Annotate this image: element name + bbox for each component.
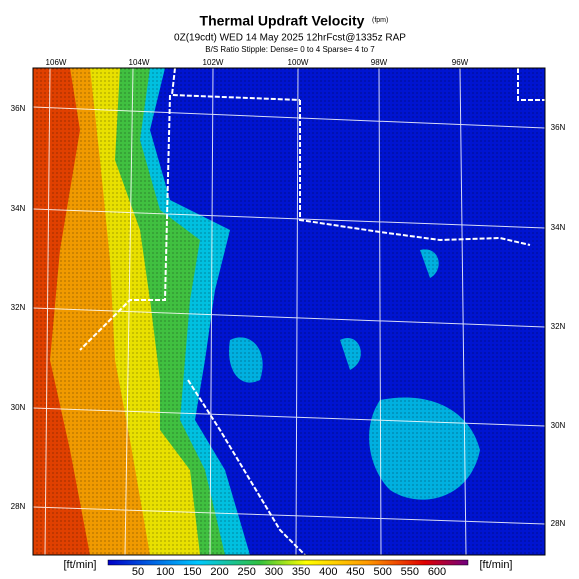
colorbar-tick-label: 250 xyxy=(238,566,256,578)
latitude-labels-left: 36N 34N 32N 30N 28N xyxy=(11,104,26,511)
latitude-labels-right: 36N 34N 32N 30N 28N xyxy=(551,123,566,528)
latitude-label: 34N xyxy=(551,223,566,232)
map-area xyxy=(33,68,545,555)
colorbar-tick-label: 400 xyxy=(319,566,337,578)
colorbar-tick-label: 600 xyxy=(428,566,446,578)
colorbar-tick-label: 50 xyxy=(132,566,144,578)
graticule xyxy=(33,68,545,555)
map-frame xyxy=(32,67,546,556)
stipple xyxy=(33,68,545,555)
latitude-label: 34N xyxy=(11,204,26,213)
latitude-label: 36N xyxy=(551,123,566,132)
longitude-labels: 106W 104W 102W 100W 98W 96W xyxy=(46,58,469,67)
latitude-label: 30N xyxy=(11,403,26,412)
longitude-label: 102W xyxy=(203,58,224,67)
subtitle: 0Z(19cdt) WED 14 May 2025 12hrFcst@1335z… xyxy=(174,33,406,44)
longitude-label: 100W xyxy=(288,58,309,67)
state-borders xyxy=(79,68,545,555)
colorbar-unit-right: [ft/min] xyxy=(479,559,512,571)
latitude-label: 28N xyxy=(11,502,26,511)
longitude-label: 106W xyxy=(46,58,67,67)
stipple-note: B/S Ratio Stipple: Dense= 0 to 4 Sparse=… xyxy=(205,45,375,54)
colorbar-tick-label: 450 xyxy=(346,566,364,578)
latitude-label: 36N xyxy=(11,104,26,113)
longitude-label: 96W xyxy=(452,58,469,67)
latitude-label: 32N xyxy=(11,303,26,312)
latitude-label: 28N xyxy=(551,519,566,528)
colorbar xyxy=(107,559,469,566)
title: Thermal Updraft Velocity xyxy=(200,13,365,29)
latitude-label: 32N xyxy=(551,322,566,331)
longitude-label: 98W xyxy=(371,58,388,67)
colorbar-tick-label: 550 xyxy=(401,566,419,578)
title-units: (fpm) xyxy=(372,17,388,24)
colorbar-tick-label: 350 xyxy=(292,566,310,578)
longitude-label: 104W xyxy=(129,58,150,67)
colorbar-tick-label: 150 xyxy=(183,566,201,578)
latitude-label: 30N xyxy=(551,421,566,430)
colorbar-tick-label: 200 xyxy=(210,566,228,578)
colorbar-tick-label: 100 xyxy=(156,566,174,578)
colorbar-tick-label: 300 xyxy=(265,566,283,578)
colorbar-tick-label: 500 xyxy=(373,566,391,578)
colorbar-ticks: 50 100 150 200 250 300 350 400 450 500 550 600 xyxy=(132,566,446,578)
colorbar-unit-left: [ft/min] xyxy=(63,559,96,571)
